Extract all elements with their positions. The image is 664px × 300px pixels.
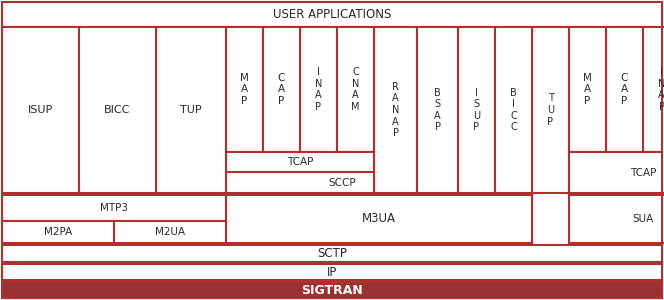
Text: I
N
A
P: I N A P xyxy=(315,67,322,112)
Bar xyxy=(643,27,664,152)
Bar xyxy=(662,27,664,193)
Bar xyxy=(226,152,374,172)
Bar xyxy=(300,27,337,152)
Bar xyxy=(569,195,664,243)
Text: SUA: SUA xyxy=(632,214,653,224)
Text: SCTP: SCTP xyxy=(317,247,347,260)
Bar xyxy=(79,27,156,193)
Bar xyxy=(263,27,300,152)
Bar xyxy=(226,172,458,193)
Bar xyxy=(606,27,643,152)
Text: USER APPLICATIONS: USER APPLICATIONS xyxy=(273,8,391,21)
Text: BICC: BICC xyxy=(104,105,131,115)
Text: R
A
N
A
P: R A N A P xyxy=(392,82,399,138)
Text: I
S
U
P: I S U P xyxy=(473,88,480,132)
Text: TUP: TUP xyxy=(180,105,202,115)
Bar xyxy=(458,27,495,193)
Text: ISUP: ISUP xyxy=(28,105,53,115)
Bar xyxy=(226,27,263,152)
Bar xyxy=(417,27,458,193)
Text: M2PA: M2PA xyxy=(44,227,72,237)
Bar xyxy=(662,195,664,243)
Text: B
I
C
C: B I C C xyxy=(510,88,517,132)
Text: M
A
P: M A P xyxy=(583,73,592,106)
Bar xyxy=(569,27,606,152)
Bar xyxy=(2,221,114,243)
Bar xyxy=(374,27,417,193)
Text: TCAP: TCAP xyxy=(287,157,313,167)
Text: SIGTRAN: SIGTRAN xyxy=(301,284,363,296)
Bar xyxy=(114,221,226,243)
Text: M2UA: M2UA xyxy=(155,227,185,237)
Bar xyxy=(2,282,662,298)
Text: M3UA: M3UA xyxy=(362,212,396,226)
Text: IP: IP xyxy=(327,266,337,278)
Text: TCAP: TCAP xyxy=(630,167,656,178)
Bar xyxy=(226,195,532,243)
Bar xyxy=(2,245,662,262)
Text: C
A
P: C A P xyxy=(278,73,285,106)
Bar xyxy=(532,27,569,193)
Bar xyxy=(156,27,226,193)
Bar xyxy=(2,27,79,193)
Bar xyxy=(569,152,664,193)
Text: M
A
P: M A P xyxy=(240,73,249,106)
Bar xyxy=(2,2,662,27)
Text: I
N
A
P: I N A P xyxy=(658,67,664,112)
Text: MTP3: MTP3 xyxy=(100,203,128,213)
Text: B
S
A
P: B S A P xyxy=(434,88,441,132)
Text: C
N
A
M: C N A M xyxy=(351,67,360,112)
Text: T
U
P: T U P xyxy=(547,93,554,127)
Bar xyxy=(495,27,532,193)
Bar xyxy=(2,195,226,221)
Bar xyxy=(337,27,374,152)
Bar xyxy=(2,264,662,280)
Text: SCCP: SCCP xyxy=(328,178,356,188)
Text: C
A
P: C A P xyxy=(621,73,628,106)
